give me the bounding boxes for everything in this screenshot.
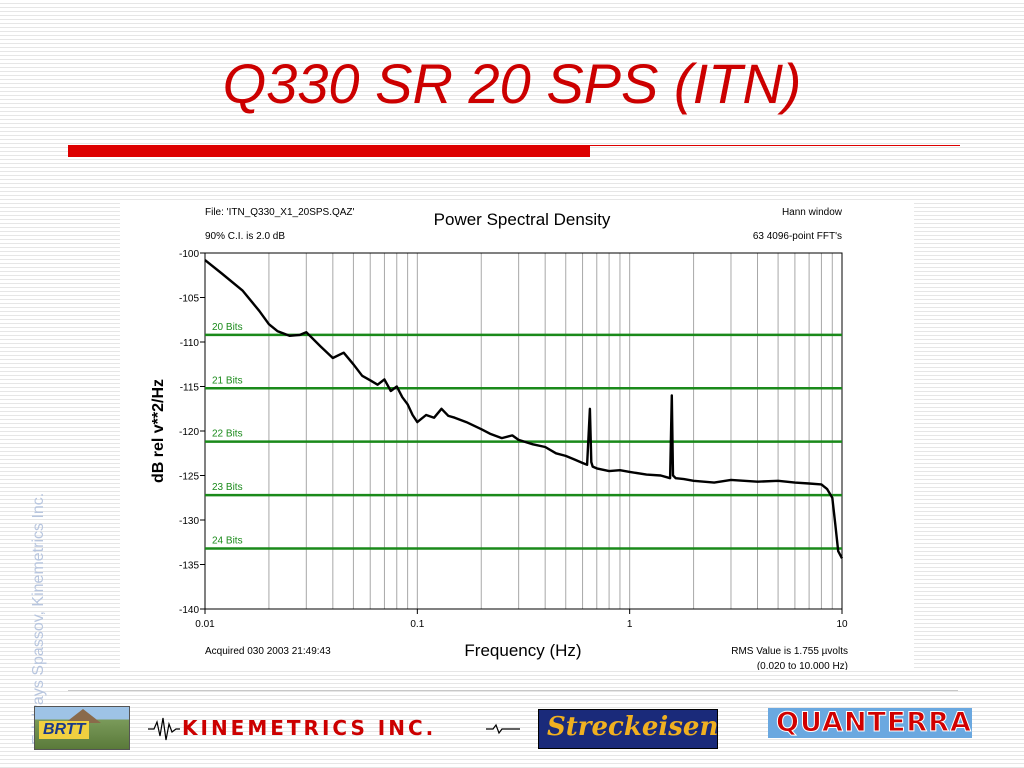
bit-level-label: 24 Bits [212, 535, 243, 546]
psd-chart: -100 -105 -110 -115 -120 -125 -130 -135 -140 0.01… [150, 207, 848, 670]
x-tick-label: 0.01 [195, 619, 215, 630]
rms-range-label: (0.020 to 10.000 Hz) [757, 661, 848, 670]
y-tick-label: -120 [179, 427, 199, 438]
quanterra-logo-text: QUANTERRA [776, 707, 972, 739]
chart-panel: -100 -105 -110 -115 -120 -125 -130 -135 -140 0.01… [120, 200, 914, 670]
bit-level-label: 20 Bits [212, 322, 243, 333]
y-tick-label: -140 [179, 605, 199, 616]
y-tick-label: -135 [179, 561, 199, 572]
y-axis-label: dB rel v**2/Hz [150, 379, 167, 483]
y-tick-label: -100 [179, 249, 199, 260]
ci-label: 90% C.I. is 2.0 dB [205, 231, 285, 242]
y-tick-label: -105 [179, 294, 199, 305]
x-axis-label: Frequency (Hz) [464, 641, 581, 660]
file-label: File: 'ITN_Q330_X1_20SPS.QAZ' [205, 207, 355, 218]
acquired-label: Acquired 030 2003 21:49:43 [205, 646, 331, 657]
y-tick-label: -125 [179, 472, 199, 483]
y-tick-label: -130 [179, 516, 199, 527]
title-accent-bar [68, 145, 590, 157]
mountain-icon [65, 709, 101, 723]
grid-lines [268, 253, 833, 609]
x-tick-label: 10 [836, 619, 848, 630]
bit-level-label: 21 Bits [212, 375, 243, 386]
streckeisen-logo-text: Streckeisen [547, 712, 719, 742]
footer-divider [68, 690, 958, 691]
slide-title: Q330 SR 20 SPS (ITN) [222, 52, 802, 115]
fft-label: 63 4096-point FFT's [753, 231, 842, 242]
x-tick-label: 1 [627, 619, 633, 630]
kinemetrics-logo: KINEMETRICS INC. [148, 712, 520, 746]
seismogram-icon [148, 717, 520, 741]
streckeisen-logo: Streckeisen [538, 709, 718, 749]
brtt-logo: BRTT [34, 706, 130, 750]
y-tick-label: -115 [180, 383, 200, 394]
chart-title: Power Spectral Density [434, 210, 611, 229]
brtt-logo-text: BRTT [39, 721, 90, 739]
bit-level-label: 23 Bits [212, 482, 243, 493]
bit-level-label: 22 Bits [212, 429, 243, 440]
psd-trace [204, 259, 844, 559]
y-tick-label: -110 [180, 338, 200, 349]
title-accent-line [590, 145, 960, 146]
window-label: Hann window [782, 207, 843, 218]
plot-frame [204, 252, 843, 610]
kinemetrics-logo-text: KINEMETRICS INC. [182, 716, 437, 740]
x-tick-label: 0.1 [410, 619, 424, 630]
rms-label: RMS Value is 1.755 µvolts [731, 646, 848, 657]
quanterra-logo: QUANTERRA [768, 707, 972, 739]
